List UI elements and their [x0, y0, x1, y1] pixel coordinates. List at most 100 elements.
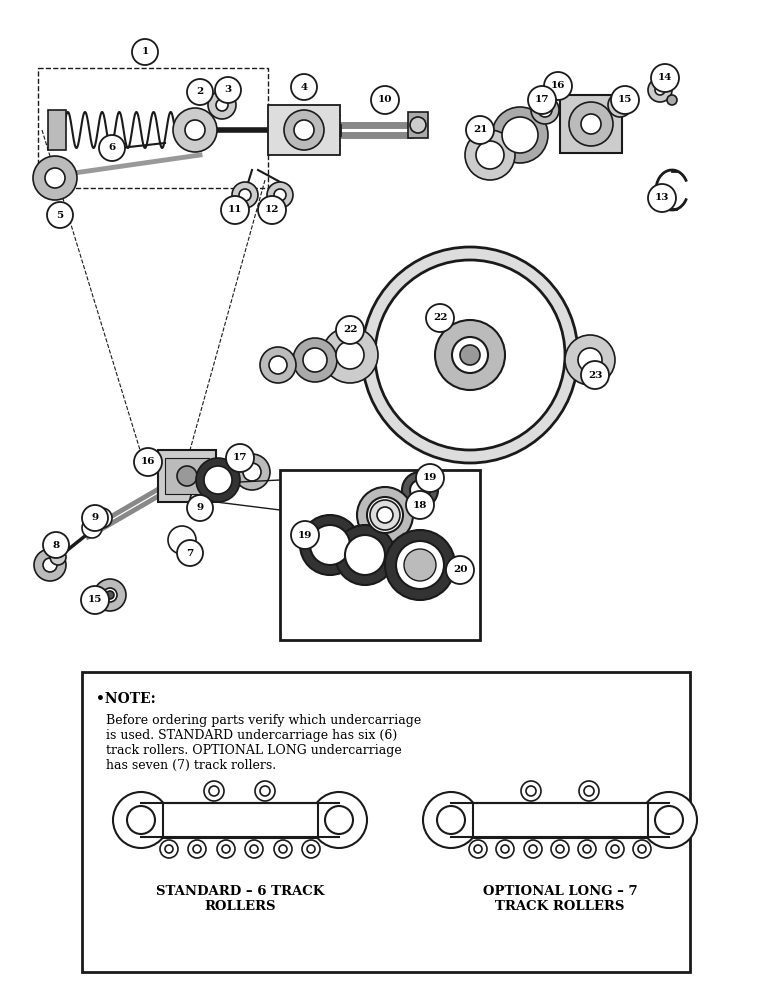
Circle shape — [303, 348, 327, 372]
Circle shape — [132, 39, 158, 65]
Circle shape — [476, 141, 504, 169]
Text: 18: 18 — [413, 500, 427, 510]
Text: 3: 3 — [225, 86, 232, 95]
Circle shape — [215, 77, 241, 103]
Text: 8: 8 — [52, 540, 59, 550]
Circle shape — [300, 515, 360, 575]
Circle shape — [107, 142, 123, 158]
Text: 2: 2 — [196, 88, 204, 97]
Bar — [280, 470, 480, 640]
Circle shape — [33, 156, 77, 200]
Circle shape — [460, 345, 480, 365]
Circle shape — [94, 579, 126, 611]
Text: 17: 17 — [232, 454, 247, 462]
Text: 22: 22 — [433, 314, 447, 322]
Circle shape — [648, 184, 676, 212]
Circle shape — [375, 260, 565, 450]
Circle shape — [584, 786, 594, 796]
Circle shape — [606, 840, 624, 858]
Circle shape — [452, 337, 488, 373]
Circle shape — [165, 845, 173, 853]
Circle shape — [274, 840, 292, 858]
Circle shape — [47, 202, 73, 228]
Circle shape — [325, 806, 353, 834]
Circle shape — [565, 335, 615, 385]
Circle shape — [641, 792, 697, 848]
Circle shape — [127, 806, 155, 834]
Circle shape — [267, 182, 293, 208]
Circle shape — [492, 107, 548, 163]
Circle shape — [404, 549, 436, 581]
Circle shape — [466, 116, 494, 144]
Circle shape — [113, 792, 169, 848]
Circle shape — [651, 64, 679, 92]
Circle shape — [406, 491, 434, 519]
Circle shape — [260, 347, 296, 383]
Circle shape — [655, 806, 683, 834]
Circle shape — [474, 845, 482, 853]
Circle shape — [260, 786, 270, 796]
Text: 7: 7 — [186, 548, 194, 558]
Circle shape — [502, 117, 538, 153]
Text: 10: 10 — [378, 96, 392, 104]
Circle shape — [187, 495, 213, 521]
Circle shape — [423, 792, 479, 848]
Bar — [158, 450, 216, 502]
Circle shape — [551, 840, 569, 858]
Circle shape — [667, 95, 677, 105]
Circle shape — [633, 840, 651, 858]
Circle shape — [611, 86, 639, 114]
Circle shape — [160, 840, 178, 858]
Circle shape — [81, 586, 109, 614]
Circle shape — [501, 845, 509, 853]
Circle shape — [209, 786, 219, 796]
Circle shape — [294, 120, 314, 140]
Circle shape — [177, 466, 197, 486]
Circle shape — [655, 85, 665, 95]
Circle shape — [234, 454, 270, 490]
Text: 12: 12 — [265, 206, 279, 215]
Circle shape — [322, 327, 378, 383]
Text: 1: 1 — [141, 47, 149, 56]
Circle shape — [307, 845, 315, 853]
Circle shape — [50, 549, 66, 565]
Circle shape — [544, 72, 572, 100]
Circle shape — [336, 341, 364, 369]
Circle shape — [34, 549, 66, 581]
Text: 5: 5 — [56, 211, 63, 220]
Circle shape — [196, 458, 240, 502]
Circle shape — [357, 487, 413, 543]
Circle shape — [435, 320, 505, 390]
Circle shape — [390, 275, 550, 435]
Text: 19: 19 — [423, 474, 437, 483]
Circle shape — [258, 196, 286, 224]
Text: 16: 16 — [550, 82, 565, 91]
Text: 4: 4 — [300, 83, 307, 92]
Circle shape — [469, 840, 487, 858]
Text: 23: 23 — [587, 370, 602, 379]
Circle shape — [269, 356, 287, 374]
Circle shape — [496, 840, 514, 858]
Circle shape — [193, 845, 201, 853]
Circle shape — [103, 588, 117, 602]
Circle shape — [526, 786, 536, 796]
Circle shape — [177, 540, 203, 566]
Circle shape — [245, 840, 263, 858]
Circle shape — [569, 102, 613, 146]
Circle shape — [581, 361, 609, 389]
Circle shape — [371, 86, 399, 114]
Text: 21: 21 — [472, 125, 487, 134]
Circle shape — [188, 840, 206, 858]
Circle shape — [578, 348, 602, 372]
Text: 14: 14 — [658, 74, 672, 83]
Text: 11: 11 — [228, 206, 242, 215]
Circle shape — [578, 840, 596, 858]
Circle shape — [134, 448, 162, 476]
Circle shape — [446, 556, 474, 584]
Circle shape — [538, 103, 552, 117]
Circle shape — [279, 845, 287, 853]
Circle shape — [437, 806, 465, 834]
Text: 16: 16 — [141, 458, 155, 466]
Circle shape — [284, 110, 324, 150]
Circle shape — [362, 247, 578, 463]
